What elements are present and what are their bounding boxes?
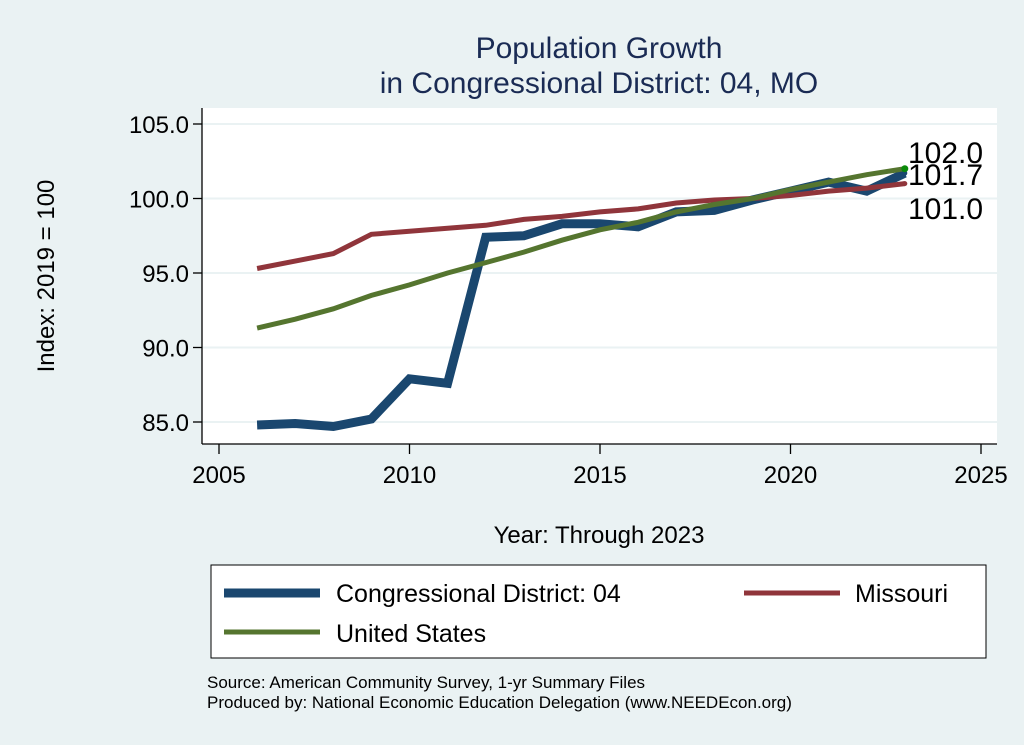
producer-note: Produced by: National Economic Education…: [207, 693, 792, 712]
series-lines: [256, 166, 907, 432]
legend-label-district: Congressional District: 04: [336, 580, 621, 608]
endpoint-marker: [901, 165, 909, 173]
x-axis-title: Year: Through 2023: [494, 522, 705, 549]
plot-area: [202, 108, 997, 444]
y-tick-label: 100.0: [129, 187, 189, 214]
x-tick-label: 2005: [192, 462, 245, 489]
chart-subtitle: in Congressional District: 04, MO: [380, 67, 819, 100]
legend-label-united-states: United States: [336, 620, 486, 648]
y-tick-label: 105.0: [129, 112, 189, 139]
legend: Congressional District: 04 Missouri Unit…: [210, 564, 987, 659]
x-tick-label: 2015: [573, 462, 626, 489]
gridlines: [202, 123, 997, 423]
y-tick-label: 85.0: [142, 410, 189, 437]
series-line-missouri: [256, 181, 906, 271]
y-tick-label: 95.0: [142, 261, 189, 288]
x-tick-label: 2025: [954, 462, 1007, 489]
end-label-district: 101.7: [908, 159, 983, 192]
legend-box: [210, 564, 987, 659]
end-label-united-states: 102.0: [908, 137, 983, 170]
endpoint-marker: [902, 181, 908, 187]
x-tick-label: 2020: [764, 462, 817, 489]
source-note: Source: American Community Survey, 1-yr …: [207, 673, 645, 692]
chart-title: Population Growth: [476, 32, 723, 65]
series-line-united-states: [256, 166, 906, 331]
y-ticks: 85.0 90.0 95.0 100.0 105.0: [129, 112, 202, 437]
legend-label-missouri: Missouri: [855, 580, 948, 608]
y-tick-label: 90.0: [142, 336, 189, 363]
end-label-missouri: 101.0: [908, 193, 983, 226]
x-ticks: 2005 2010 2015 2020 2025: [192, 444, 1008, 489]
y-axis-title: Index: 2019 = 100: [33, 180, 60, 373]
x-tick-label: 2010: [383, 462, 436, 489]
